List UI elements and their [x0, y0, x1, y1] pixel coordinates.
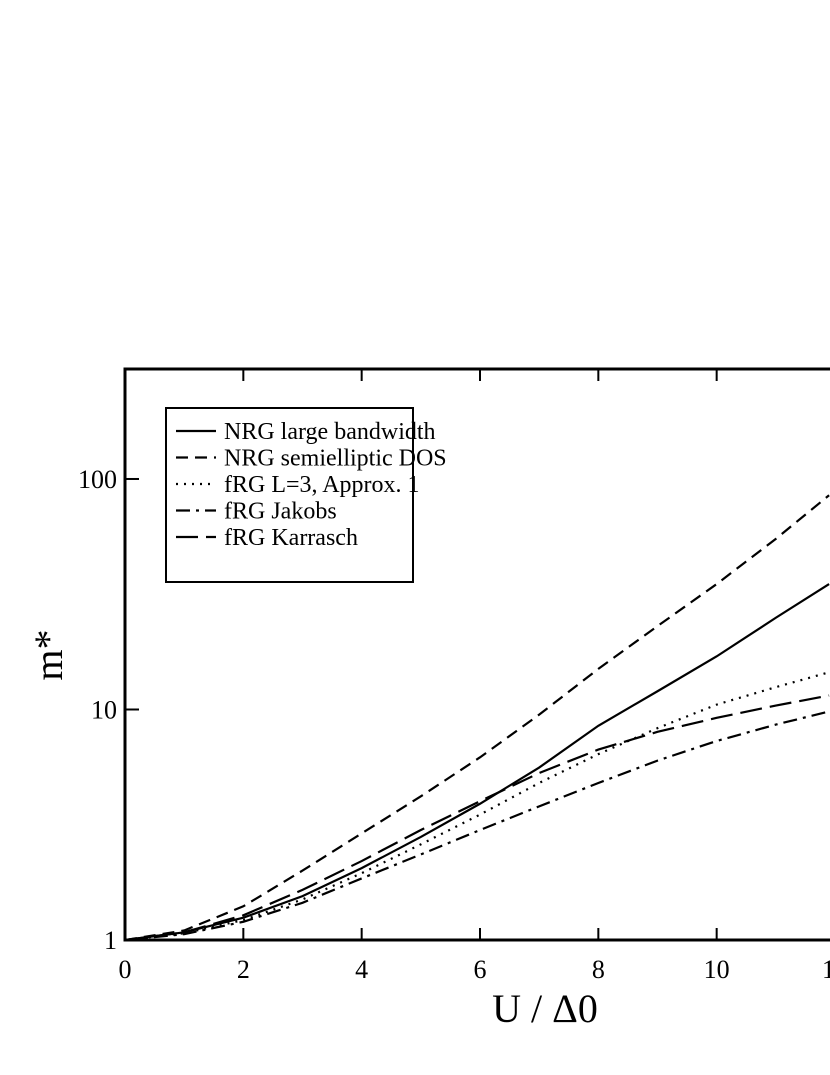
series-line — [124, 710, 830, 942]
legend-label: fRG Jakobs — [224, 499, 337, 525]
x-axis-label: U / Δ0 — [492, 986, 598, 1031]
y-tick-label: 100 — [78, 465, 117, 494]
legend-label: NRG semielliptic DOS — [224, 446, 447, 472]
y-axis-label: m* — [26, 629, 71, 680]
series-line — [124, 583, 830, 942]
x-tick-label: 8 — [592, 955, 605, 984]
series-line — [124, 671, 830, 942]
y-tick-label: 10 — [91, 695, 117, 724]
x-tick-label: 6 — [474, 955, 487, 984]
x-tick-label: 0 — [119, 955, 132, 984]
legend-box — [165, 407, 414, 583]
x-tick-label: 2 — [237, 955, 250, 984]
series-line — [124, 494, 830, 942]
legend-label: fRG L=3, Approx. 1 — [224, 472, 420, 498]
x-tick-label: 4 — [355, 955, 368, 984]
y-tick-label: 1 — [104, 926, 117, 955]
legend-label: fRG Karrasch — [224, 525, 358, 551]
x-tick-label: 12 — [822, 955, 830, 984]
x-tick-label: 10 — [704, 955, 730, 984]
legend-label: NRG large bandwidth — [224, 419, 436, 445]
series-line — [124, 694, 830, 942]
plot-frame — [123, 367, 830, 942]
